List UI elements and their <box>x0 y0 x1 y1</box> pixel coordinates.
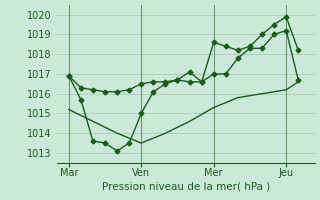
X-axis label: Pression niveau de la mer( hPa ): Pression niveau de la mer( hPa ) <box>102 181 270 191</box>
